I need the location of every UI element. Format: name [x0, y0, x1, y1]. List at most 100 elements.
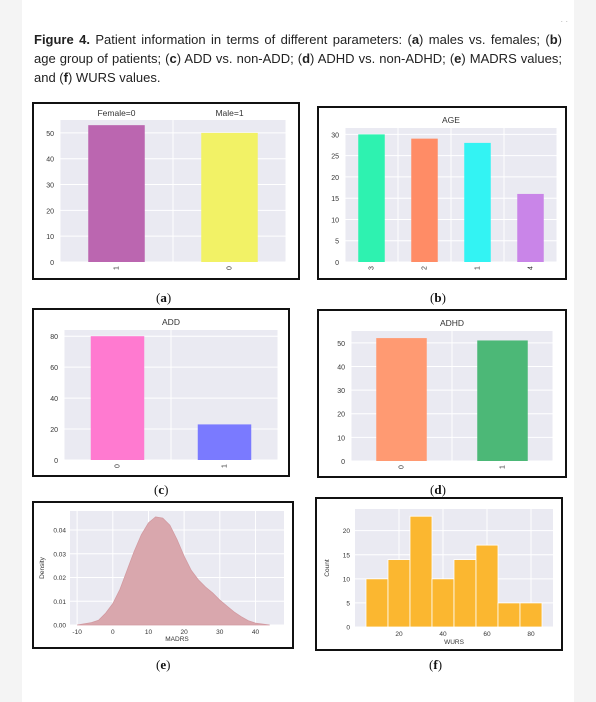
chart-title: AGE	[442, 115, 460, 125]
chart-d-svg: 0 10 20 30 40 50 0 1 ADHD	[337, 318, 554, 469]
x-tick-label-0: 0	[226, 266, 233, 270]
hist-bar-6	[497, 602, 521, 628]
x-tick-label-0: 0	[398, 465, 405, 469]
chart-panel-c: 0 20 40 60 80 0 1 ADD	[32, 308, 290, 477]
x-tick-label-1: 1	[499, 465, 506, 469]
y-tick-label: 0.01	[53, 599, 66, 606]
bar-4	[517, 193, 544, 262]
x-axis-label: WURS	[444, 639, 465, 646]
caption-ref-c: c	[169, 51, 177, 66]
sublabel-a: (a)	[156, 290, 172, 305]
y-tick-label: 10	[46, 234, 54, 241]
caption-ref-b: b	[549, 32, 558, 47]
x-tick-label: 20	[395, 631, 403, 638]
x-tick-label: 10	[145, 629, 153, 636]
sublabel-a-letter: a	[160, 290, 167, 305]
x-tick-label: 30	[216, 629, 224, 636]
x-tick-label-1: 1	[113, 266, 120, 270]
y-tick-label: 30	[46, 183, 54, 190]
chart-title: ADHD	[440, 318, 464, 328]
caption-text-1: ) males vs. females; (	[419, 32, 550, 47]
sublabel-f-letter: f	[433, 657, 438, 672]
y-tick-label: 25	[331, 154, 339, 161]
chart-e-svg: -10 0 10 20 30 40 0.00 0.01 0.02 0.03 0.04 MADRS Den…	[39, 511, 284, 643]
caption-ref-e: e	[454, 51, 462, 66]
sublabel-e: (e)	[156, 657, 171, 672]
bar-1	[88, 125, 145, 262]
y-tick-label: 20	[50, 427, 58, 434]
bar-0	[90, 336, 145, 460]
y-tick-label: 30	[331, 132, 339, 139]
y-tick-label: 50	[46, 131, 54, 138]
y-tick-label: 20	[331, 175, 339, 182]
x-tick-label: 0	[111, 629, 115, 636]
hist-bar-2	[409, 515, 433, 628]
chart-panel-b: 0 5 10 15 20 25 30 3 2 1 4 AGE	[317, 106, 567, 280]
hist-bar-5	[475, 544, 499, 628]
bar-1	[477, 340, 528, 461]
x-tick-label-4: 4	[527, 266, 534, 270]
y-tick-label: 40	[46, 157, 54, 164]
bar-1	[464, 142, 491, 262]
sublabel-c-letter: c	[158, 482, 165, 497]
x-tick-label-1: 1	[474, 266, 481, 270]
caption-text-4: ) ADHD vs. non-ADHD; (	[310, 51, 455, 66]
chart-c-svg: 0 20 40 60 80 0 1 ADD	[50, 317, 279, 468]
y-tick-label: 0	[341, 459, 345, 466]
x-tick-label: -10	[72, 629, 82, 636]
y-tick-label: 0.04	[53, 528, 66, 535]
y-tick-label: 80	[50, 334, 58, 341]
y-tick-label: 50	[337, 341, 345, 348]
y-tick-label: 30	[337, 388, 345, 395]
y-tick-label: 20	[337, 412, 345, 419]
x-tick-label-0: 0	[114, 464, 121, 468]
caption-ref-f: f	[63, 70, 68, 85]
chart-f-svg: 20 40 60 80 0 5 10 15 20 WURS Count	[324, 509, 553, 646]
y-axis-label: Count	[324, 559, 331, 577]
x-tick-label: 40	[439, 631, 447, 638]
hist-bar-0	[365, 578, 389, 628]
bar-0	[201, 132, 258, 262]
caption-text-6: ) WURS values.	[67, 70, 161, 85]
hist-bar-1	[387, 559, 411, 628]
y-tick-label: 10	[337, 435, 345, 442]
bar-1	[197, 424, 252, 460]
y-tick-label: 5	[346, 600, 350, 607]
x-tick-label: 60	[483, 631, 491, 638]
y-tick-label: 0	[346, 625, 350, 632]
chart-panel-a: 0 10 20 30 40 50 1 0 Female=0 Male=1	[32, 102, 300, 280]
y-tick-label: 0.03	[53, 551, 66, 558]
caption-text-pre: Patient information in terms of differen…	[95, 32, 412, 47]
caption-text-3: ) ADD vs. non-ADD; (	[176, 51, 303, 66]
y-tick-label: 10	[331, 217, 339, 224]
y-tick-label: 0.00	[53, 623, 66, 630]
bar-2	[411, 138, 438, 262]
hist-bar-4	[453, 559, 477, 628]
figure-caption: Figure 4. Patient information in terms o…	[34, 30, 562, 87]
y-tick-label: 5	[335, 239, 339, 246]
y-tick-label: 20	[46, 208, 54, 215]
caption-ref-d: d	[302, 51, 311, 66]
sublabel-b: (b)	[430, 290, 446, 305]
hist-bar-7	[519, 602, 543, 628]
chart-b-svg: 0 5 10 15 20 25 30 3 2 1 4 AGE	[331, 115, 558, 270]
chart-title: ADD	[162, 317, 180, 327]
y-tick-label: 0	[335, 260, 339, 267]
hist-bar-3	[431, 578, 455, 628]
x-tick-label-3: 3	[368, 266, 375, 270]
caption-text-2: ) age group of patients; (	[34, 32, 562, 66]
sublabel-c: (c)	[154, 482, 169, 497]
caption-ref-a: a	[411, 32, 420, 47]
chart-panel-e: -10 0 10 20 30 40 0.00 0.01 0.02 0.03 0.04 MADRS Den…	[32, 501, 294, 649]
top-label-1: Male=1	[215, 108, 243, 118]
x-tick-label: 20	[181, 629, 189, 636]
y-axis-label: Density	[39, 556, 46, 578]
y-tick-label: 15	[343, 552, 351, 559]
caption-figure-label: Figure 4.	[34, 32, 90, 47]
bar-0	[376, 338, 427, 461]
y-tick-label: 10	[343, 576, 351, 583]
y-tick-label: 0	[54, 458, 58, 465]
x-tick-label: 80	[527, 631, 535, 638]
x-tick-label: 40	[252, 629, 260, 636]
